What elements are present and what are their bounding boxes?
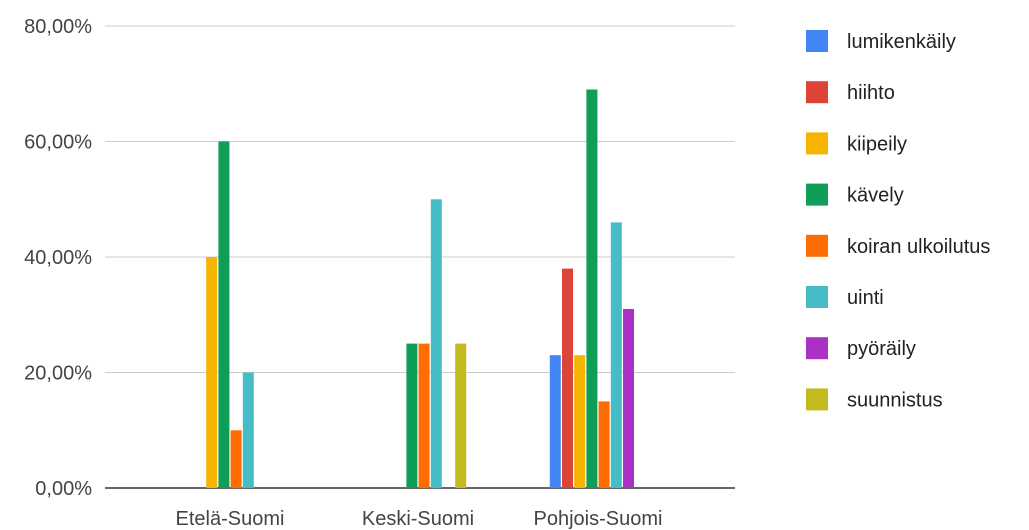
bars [206,89,634,489]
y-tick-label: 0,00% [35,478,92,500]
bar-2-5[interactable] [610,222,622,488]
bar-1-4[interactable] [418,343,430,488]
legend-label: koiran ulkoilutus [847,236,990,258]
legend[interactable]: lumikenkäily hiihto kiipeily kävely koiran u… [806,30,990,411]
legend-item[interactable]: kiipeily [806,132,907,155]
bar-1-7[interactable] [455,343,467,488]
bar-0-4[interactable] [230,430,242,489]
y-tick-label: 80,00% [24,16,92,38]
legend-item[interactable]: pyöräily [806,337,916,360]
legend-swatch [806,132,828,155]
bar-2-3[interactable] [586,89,598,489]
x-tick-label: Keski-Suomi [362,508,474,530]
legend-swatch [806,30,828,52]
legend-item[interactable]: suunnistus [806,388,943,411]
bar-0-3[interactable] [218,141,230,489]
legend-swatch [806,81,828,104]
y-tick-label: 20,00% [24,363,92,385]
bar-1-3[interactable] [406,343,418,488]
legend-label: suunnistus [847,389,943,411]
legend-swatch [806,234,828,257]
x-axis-ticks: Etelä-Suomi Keski-Suomi Pohjois-Suomi [176,508,663,530]
y-axis-ticks: 0,00% 20,00% 40,00% 60,00% 80,00% [24,16,92,500]
legend-swatch [806,337,828,360]
legend-label: uinti [847,287,884,309]
bar-1-5[interactable] [430,199,442,489]
y-tick-label: 60,00% [24,132,92,154]
bar-2-6[interactable] [623,309,634,488]
legend-label: kävely [847,185,904,207]
bar-0-5[interactable] [242,372,254,489]
bar-2-1[interactable] [562,268,573,488]
x-tick-label: Etelä-Suomi [176,508,285,530]
legend-label: lumikenkäily [847,31,956,53]
y-tick-label: 40,00% [24,247,92,269]
legend-item[interactable]: koiran ulkoilutus [806,234,990,258]
legend-swatch [806,388,828,411]
bar-2-0[interactable] [549,355,561,488]
legend-label: pyöräily [847,338,916,360]
bar-2-4[interactable] [598,401,610,488]
legend-label: kiipeily [847,133,907,155]
legend-item[interactable]: lumikenkäily [806,30,956,53]
legend-swatch [806,183,828,206]
legend-label: hiihto [847,82,895,104]
legend-swatch [806,286,828,308]
legend-item[interactable]: uinti [806,286,884,309]
legend-item[interactable]: kävely [806,183,904,207]
bar-2-2[interactable] [574,355,586,488]
legend-item[interactable]: hiihto [806,81,895,104]
bar-0-2[interactable] [206,257,218,488]
x-tick-label: Pohjois-Suomi [534,508,663,530]
